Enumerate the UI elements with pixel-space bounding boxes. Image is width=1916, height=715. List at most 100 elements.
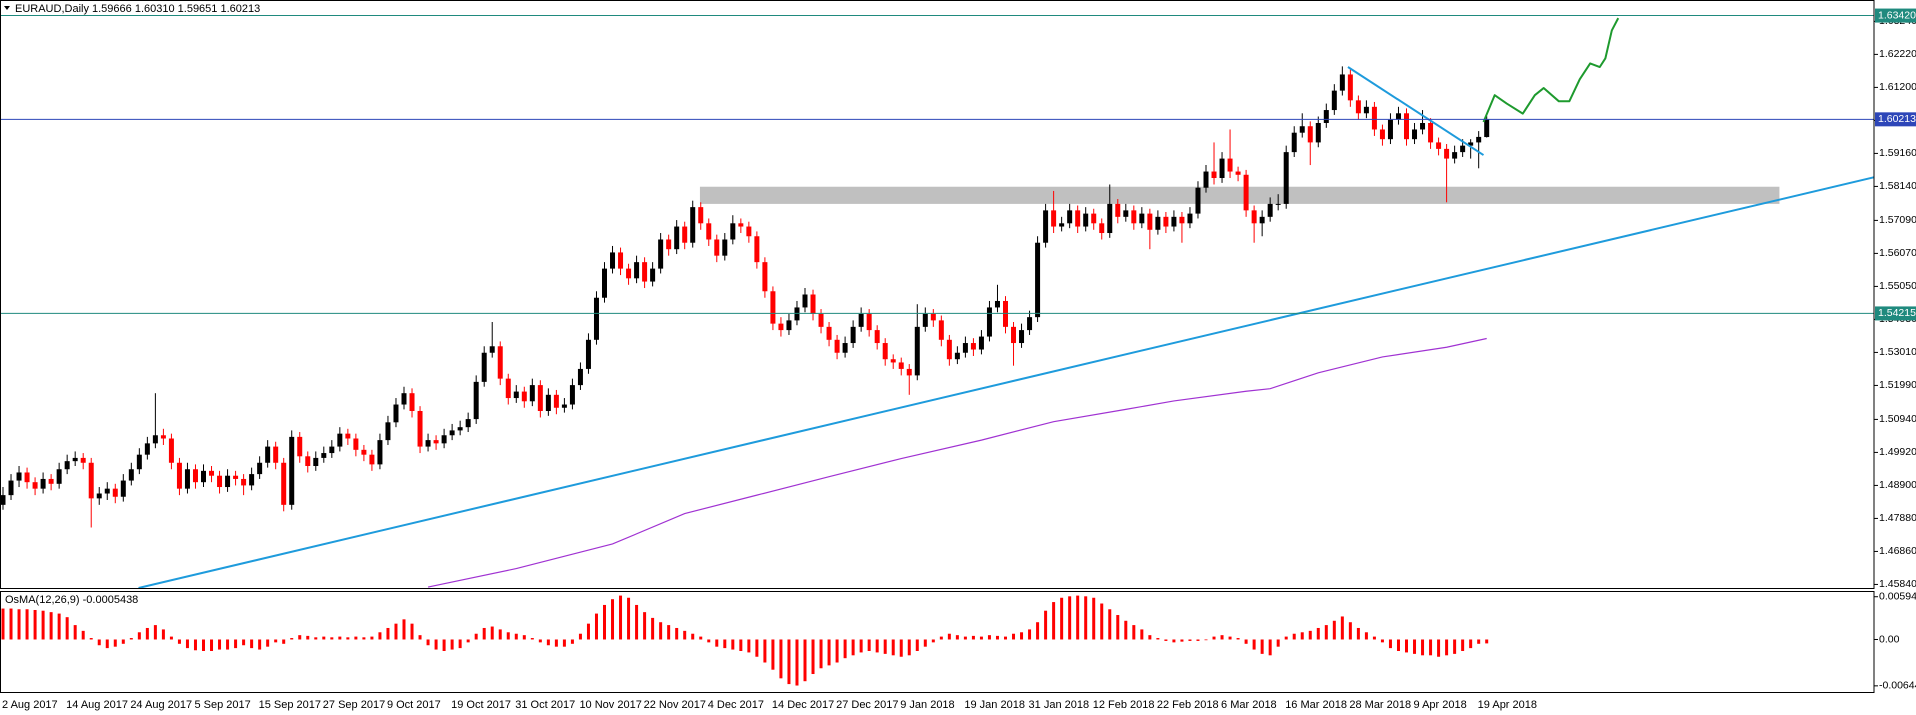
oscillator-pane bbox=[1, 595, 1489, 686]
oscillator-bar bbox=[1316, 627, 1320, 640]
candle-body bbox=[1211, 171, 1217, 179]
candle-body bbox=[96, 493, 102, 499]
candle-body bbox=[722, 239, 728, 256]
candle-body bbox=[104, 488, 110, 494]
oscillator-bar bbox=[1020, 632, 1024, 640]
candle-body bbox=[1059, 223, 1065, 227]
candle-body bbox=[626, 268, 632, 279]
candle-body bbox=[850, 326, 856, 344]
candle-body bbox=[1227, 158, 1233, 172]
candle-body bbox=[1115, 203, 1121, 217]
candle-body bbox=[834, 339, 840, 353]
candle-body bbox=[1179, 216, 1185, 224]
oscillator-bar bbox=[370, 636, 374, 640]
candle-body bbox=[545, 394, 551, 411]
oscillator-bar bbox=[843, 639, 847, 659]
oscillator-bar bbox=[1244, 639, 1248, 644]
candle-body bbox=[273, 446, 279, 463]
oscillator-bar bbox=[193, 639, 197, 651]
candle-body bbox=[970, 343, 976, 350]
oscillator-bar bbox=[1252, 639, 1256, 650]
oscillator-bar bbox=[1156, 638, 1160, 640]
candle-body bbox=[8, 480, 14, 496]
candle-body bbox=[1139, 213, 1145, 224]
candle-body bbox=[698, 207, 704, 224]
candle-body bbox=[217, 475, 223, 488]
oscillator-bar bbox=[1108, 609, 1112, 640]
candle-body bbox=[72, 457, 78, 462]
oscillator-bar bbox=[169, 636, 173, 640]
drawn-line bbox=[138, 176, 1874, 588]
candle-body bbox=[32, 482, 38, 489]
candle-body bbox=[874, 330, 880, 344]
candle-body bbox=[602, 268, 607, 298]
oscillator-bar bbox=[89, 638, 93, 640]
oscillator-bar bbox=[105, 639, 109, 649]
oscillator-bar bbox=[1060, 597, 1064, 640]
oscillator-bar bbox=[1405, 639, 1408, 653]
oscillator-bar bbox=[586, 623, 590, 640]
level-price-box bbox=[1875, 306, 1916, 321]
oscillator-bar bbox=[1485, 639, 1489, 644]
oscillator-bar bbox=[1348, 622, 1352, 640]
candle-body bbox=[682, 226, 688, 243]
oscillator-bar bbox=[1300, 632, 1304, 640]
candle-body bbox=[289, 436, 295, 505]
x-tick-label: 15 Sep 2017 bbox=[259, 699, 321, 711]
candle-body bbox=[593, 297, 599, 340]
oscillator-bar bbox=[611, 599, 615, 640]
oscillator-bar bbox=[1100, 603, 1104, 640]
x-tick-label: 5 Sep 2017 bbox=[194, 699, 250, 711]
oscillator-bar bbox=[883, 639, 887, 654]
oscillator-bar bbox=[306, 635, 310, 640]
candle-body bbox=[1315, 122, 1321, 143]
candle-body bbox=[329, 446, 335, 454]
x-tick-label: 9 Apr 2018 bbox=[1414, 699, 1467, 711]
candle-body bbox=[1347, 74, 1353, 101]
candle-body bbox=[618, 252, 624, 269]
candle-body bbox=[1267, 203, 1273, 217]
candle-body bbox=[64, 461, 70, 470]
candle-body bbox=[1371, 106, 1377, 130]
candle-body bbox=[233, 475, 239, 479]
candle-body bbox=[1387, 119, 1393, 140]
x-tick-label: 19 Jan 2018 bbox=[964, 699, 1025, 711]
oscillator-bar bbox=[418, 635, 422, 640]
oscillator-bar bbox=[779, 639, 783, 679]
candle-body bbox=[946, 339, 952, 360]
candle-body bbox=[184, 469, 190, 489]
candle-body bbox=[762, 262, 768, 292]
oscillator-bar bbox=[450, 639, 454, 650]
candle-body bbox=[826, 326, 832, 340]
candle-body bbox=[249, 474, 255, 486]
candle-body bbox=[1395, 113, 1401, 120]
candle-body bbox=[738, 223, 744, 227]
oscillator-bar bbox=[755, 639, 759, 657]
y-tick-label: 1.59160 bbox=[1879, 147, 1916, 159]
candle-body bbox=[1412, 129, 1418, 140]
y-tick-label: 1.45840 bbox=[1879, 578, 1916, 590]
x-tick-label: 14 Aug 2017 bbox=[66, 699, 128, 711]
oscillator-bar bbox=[474, 633, 478, 640]
oscillator-bar bbox=[242, 639, 246, 646]
oscillator-bar bbox=[25, 609, 29, 640]
candle-body bbox=[1027, 317, 1033, 331]
symbol-menu-icon[interactable] bbox=[4, 6, 10, 10]
oscillator-bar bbox=[466, 639, 470, 643]
candle-body bbox=[690, 207, 696, 243]
candle-body bbox=[393, 404, 399, 423]
oscillator-bar bbox=[410, 623, 414, 640]
oscillator-bar bbox=[41, 610, 45, 640]
candle-body bbox=[1283, 152, 1289, 204]
candle-body bbox=[305, 456, 311, 467]
candle-body bbox=[112, 488, 118, 497]
oscillator-bar bbox=[955, 635, 959, 640]
candle-body bbox=[24, 472, 30, 483]
oscillator-bar bbox=[121, 639, 125, 644]
x-tick-label: 9 Oct 2017 bbox=[387, 699, 441, 711]
candle-body bbox=[1251, 210, 1257, 224]
candle-body bbox=[385, 422, 391, 441]
oscillator-bar bbox=[594, 613, 598, 640]
candle-body bbox=[1123, 210, 1129, 217]
